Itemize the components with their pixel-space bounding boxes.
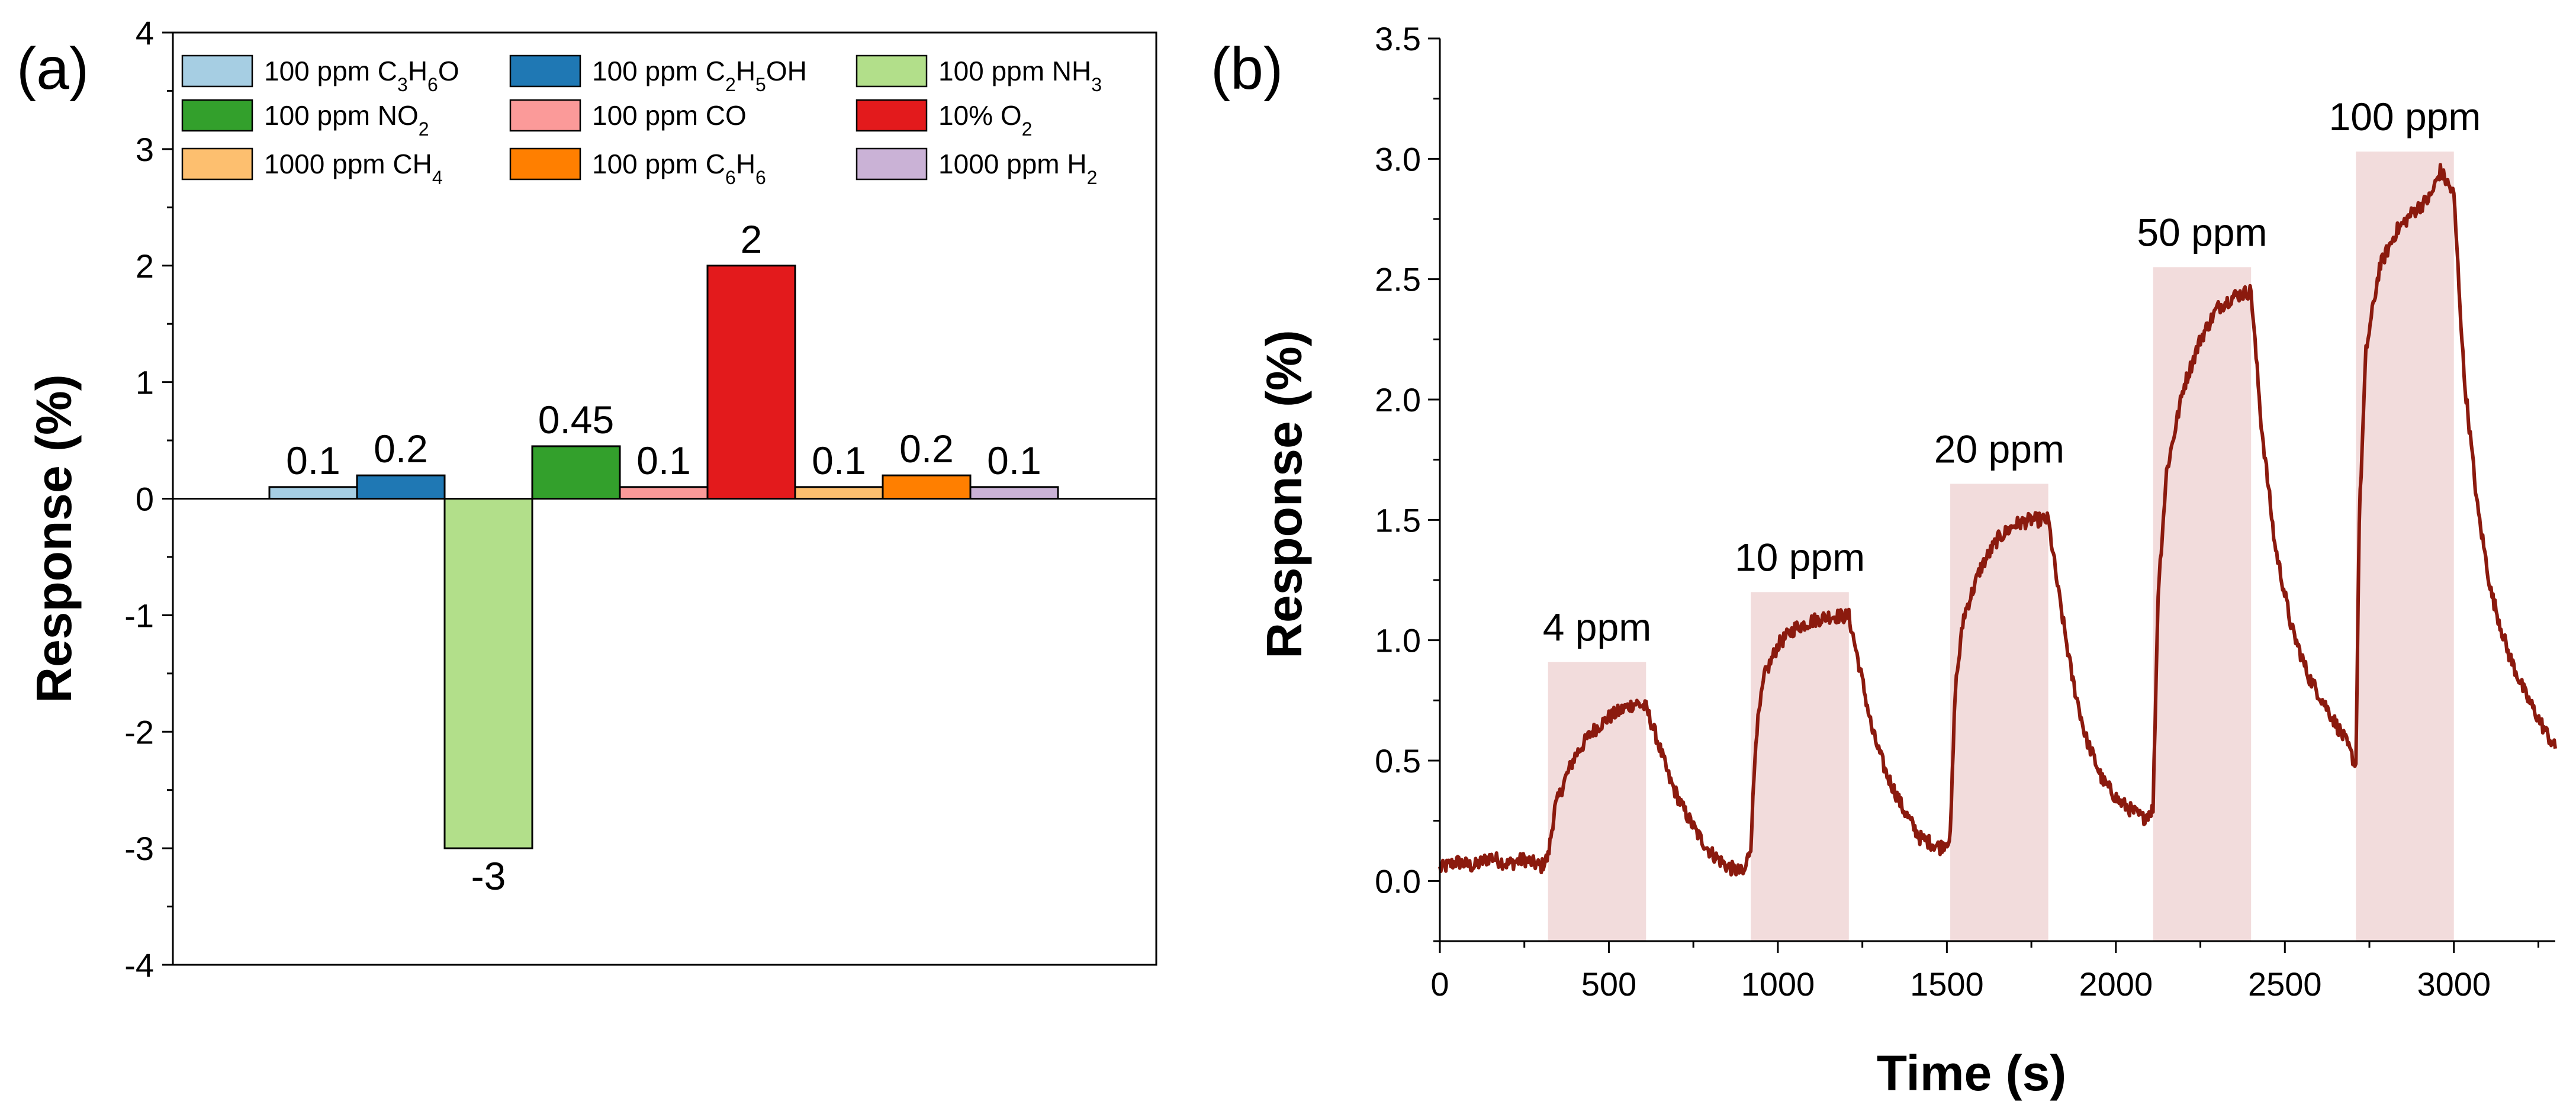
exposure-shade [1751,592,1849,941]
concentration-label: 50 ppm [2137,210,2267,254]
panel-b-label: (b) [1211,36,1283,102]
panel-b-y-tick-label: 0.0 [1375,862,1421,900]
panel-b-x-tick-label: 2000 [2079,965,2153,1003]
panel-b-exposure-shades [1548,152,2454,942]
bar-1 [268,486,358,500]
panel-b-response-line [1438,163,2557,877]
panel-a-y-axis-title: Response (%) [26,374,82,703]
panel-b-x-tick-label: 1500 [1910,965,1984,1003]
exposure-shade [1950,484,2048,941]
panel-b-x-tick-label: 500 [1581,965,1636,1003]
panel-b-ticks: 0.0 0.5 1.0 1.5 2.0 2.5 3.0 3.5 0 500 1000 1500 2000… [1375,20,2539,1003]
panel-a-y-ticks: 4 3 2 1 0 -1 -2 -3 -4 [124,14,173,984]
panel-b-y-tick-label: 3.0 [1375,140,1421,178]
panel-a-y-tick-label: 0 [136,481,154,518]
panel-a-y-tick-label: 4 [136,14,154,51]
legend-entry: 1000 ppm CH4 [181,147,443,188]
panel-a-label: (a) [17,36,89,102]
bar-value-label: -3 [471,854,506,898]
panel-b-y-tick-label: 2.0 [1375,381,1421,418]
bar-value-label: 0.1 [286,439,340,482]
panel-b-concentration-labels: 4 ppm 10 ppm 20 ppm 50 ppm 100 ppm [1543,95,2481,649]
bar-value-label: 0.2 [374,427,428,471]
bar-value-label: 0.1 [636,439,691,482]
bar-2 [356,474,446,500]
bar-value-label: 0.45 [538,398,614,442]
legend-entry: 10% O2 [856,99,1032,140]
panel-b-axes [1439,38,2555,942]
legend-swatch [856,54,928,88]
concentration-label: 10 ppm [1735,535,1865,579]
panel-b-y-axis-title: Response (%) [1256,330,1312,658]
bar-value-label: 0.1 [812,439,866,482]
panel-a-y-tick-label: -4 [124,946,154,984]
legend-label: 100 ppm C6H6 [592,149,766,188]
panel-a-plot-frame [172,31,1157,966]
legend-swatch [181,54,253,88]
legend-label: 100 ppm C2H5OH [592,56,807,95]
panel-a-y-tick-label: 1 [136,364,154,401]
legend-label: 1000 ppm CH4 [264,149,443,188]
bar-value-label: 0.2 [899,427,954,471]
bar-4 [531,445,621,500]
bar-5 [619,486,709,500]
legend-label: 100 ppm NH3 [938,56,1102,95]
panel-b-x-tick-label: 3000 [2417,965,2491,1003]
panel-a-bar-chart: (a) Response (%) 100 ppm C3H6O 100 ppm C2… [17,14,1157,984]
panel-a-legend: 100 ppm C3H6O 100 ppm C2H5OH 100 ppm NH3 10… [181,54,1102,188]
bar-value-label: 0.1 [987,439,1041,482]
bar-6 [706,265,796,500]
legend-entry: 100 ppm NH3 [856,54,1102,95]
panel-a-y-tick-label: -1 [124,597,154,634]
panel-b-y-tick-label: 3.5 [1375,20,1421,57]
legend-entry: 100 ppm C3H6O [181,54,459,95]
panel-a-y-tick-label: 2 [136,247,154,285]
legend-label: 10% O2 [938,100,1032,140]
concentration-label: 20 ppm [1934,427,2064,471]
panel-a-bars [268,265,1059,849]
panel-a-y-tick-label: -3 [124,830,154,867]
legend-entry: 100 ppm C2H5OH [509,54,807,95]
legend-swatch [181,99,253,132]
panel-a-y-tick-label: -2 [124,713,154,751]
legend-swatch [856,99,928,132]
panel-b-x-tick-label: 2500 [2248,965,2322,1003]
exposure-shade [2356,152,2454,942]
panel-a-y-tick-label: 3 [136,131,154,168]
panel-b-x-axis-title: Time (s) [1877,1045,2067,1101]
legend-entry: 100 ppm CO [509,99,747,132]
legend-label: 100 ppm CO [592,100,747,131]
legend-swatch [856,147,928,181]
concentration-label: 100 ppm [2329,95,2481,139]
panel-b-line-chart: (b) Response (%) Time (s) 4 ppm 10 ppm 20 … [1211,20,2557,1101]
legend-label: 100 ppm NO2 [264,100,429,140]
panel-b-y-tick-label: 1.5 [1375,501,1421,539]
bar-9 [969,486,1059,500]
bar-3 [443,498,533,849]
legend-swatch [509,147,581,181]
legend-swatch [509,99,581,132]
legend-label: 1000 ppm H2 [938,149,1097,188]
panel-b-y-tick-label: 2.5 [1375,261,1421,298]
legend-entry: 1000 ppm H2 [856,147,1097,188]
bar-7 [794,486,884,500]
panel-b-y-tick-label: 1.0 [1375,622,1421,659]
bar-8 [882,474,972,500]
panel-b-x-tick-label: 1000 [1741,965,1815,1003]
panel-b-x-tick-label: 0 [1430,965,1449,1003]
concentration-label: 4 ppm [1543,605,1651,649]
legend-label: 100 ppm C3H6O [264,56,459,95]
exposure-shade [2153,267,2252,941]
legend-entry: 100 ppm NO2 [181,99,429,140]
panel-b-y-tick-label: 0.5 [1375,742,1421,780]
legend-swatch [509,54,581,88]
legend-entry: 100 ppm C6H6 [509,147,766,188]
legend-swatch [181,147,253,181]
panel-a-data-labels: 0.1 0.2 -3 0.45 0.1 2 0.1 0.2 0.1 [286,217,1041,898]
bar-value-label: 2 [741,217,763,261]
